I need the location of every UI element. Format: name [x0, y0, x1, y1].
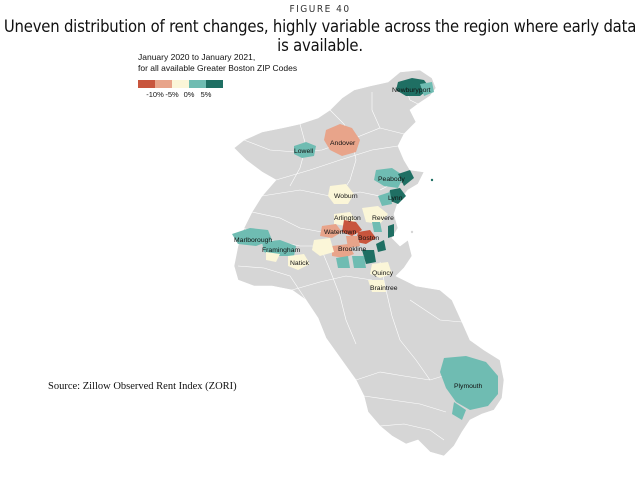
zip-lowell — [294, 142, 316, 158]
zip-marlborough — [232, 228, 272, 246]
legend-title-line2: for all available Greater Boston ZIP Cod… — [138, 63, 298, 73]
zip-boston-harbor — [388, 224, 394, 238]
figure-label: FIGURE 40 — [289, 4, 351, 15]
label-lynn: Lynn — [388, 195, 403, 202]
zip-dorchester — [362, 250, 376, 264]
zip-boston-north — [342, 220, 362, 236]
label-watertown: Watertown — [324, 229, 356, 236]
zip-newton — [312, 238, 334, 256]
label-plymouth: Plymouth — [454, 383, 483, 390]
zip-brookline — [332, 244, 354, 258]
label-brookline: Brookline — [338, 246, 367, 253]
zip-woburn — [328, 184, 354, 204]
label-braintree: Braintree — [370, 285, 398, 292]
zip-peabody — [374, 168, 404, 188]
legend-tick: 5% — [200, 90, 212, 99]
zip-andover — [324, 124, 360, 156]
zip-lynn-west — [378, 192, 392, 206]
label-peabody: Peabody — [378, 176, 405, 183]
zip-peabody-east — [398, 170, 414, 186]
legend-tick: -5% — [165, 90, 179, 99]
zip-watertown — [320, 224, 342, 238]
legend-color-bar — [138, 80, 297, 88]
legend-tick: -10% — [146, 90, 164, 99]
zip-plymouth-inner — [452, 402, 466, 420]
zip-quincy — [370, 262, 392, 278]
label-woburn: Woburn — [334, 193, 358, 200]
legend-tick: 0% — [183, 90, 195, 99]
zip-natick — [288, 254, 310, 270]
legend: January 2020 to January 2021, for all av… — [138, 52, 297, 102]
label-natick: Natick — [290, 260, 309, 267]
label-andover: Andover — [330, 140, 356, 147]
zip-milton — [352, 256, 366, 268]
legend-swatch-moderate-increase — [189, 80, 206, 88]
zip-needham — [336, 256, 350, 268]
zip-framingham-south — [266, 252, 280, 262]
zip-lynn — [388, 188, 406, 204]
zip-revere — [362, 206, 388, 224]
zip-boston-back-bay — [346, 236, 360, 248]
label-boston: Boston — [358, 235, 379, 242]
zip-plymouth — [440, 356, 498, 410]
legend-title-line1: January 2020 to January 2021, — [138, 52, 256, 62]
zip-newburyport — [396, 78, 430, 96]
zip-newburyport-east — [420, 82, 434, 96]
label-arlington: Arlington — [334, 215, 361, 222]
label-quincy: Quincy — [372, 270, 394, 277]
legend-swatch-strong-decrease — [138, 80, 155, 88]
legend-ticks: -10% -5% 0% 5% — [138, 90, 248, 102]
legend-swatch-little-change — [172, 80, 189, 88]
figure-title: Uneven distribution of rent changes, hig… — [3, 17, 637, 55]
zip-boston-east — [372, 222, 382, 232]
zip-boston-seaport — [376, 240, 386, 252]
zip-braintree — [368, 280, 386, 292]
label-newburyport: Newburyport — [392, 87, 431, 94]
island-dot — [430, 178, 434, 182]
island-dot — [410, 230, 414, 234]
legend-swatch-strong-increase — [206, 80, 223, 88]
zip-boston-core — [356, 230, 376, 244]
label-revere: Revere — [372, 215, 394, 222]
label-framingham: Framingham — [262, 247, 300, 254]
source-note: Source: Zillow Observed Rent Index (ZORI… — [48, 381, 237, 392]
legend-swatch-moderate-decrease — [155, 80, 172, 88]
zip-framingham — [262, 240, 296, 256]
label-lowell: Lowell — [294, 148, 314, 155]
label-marlborough: Marlborough — [234, 237, 272, 244]
